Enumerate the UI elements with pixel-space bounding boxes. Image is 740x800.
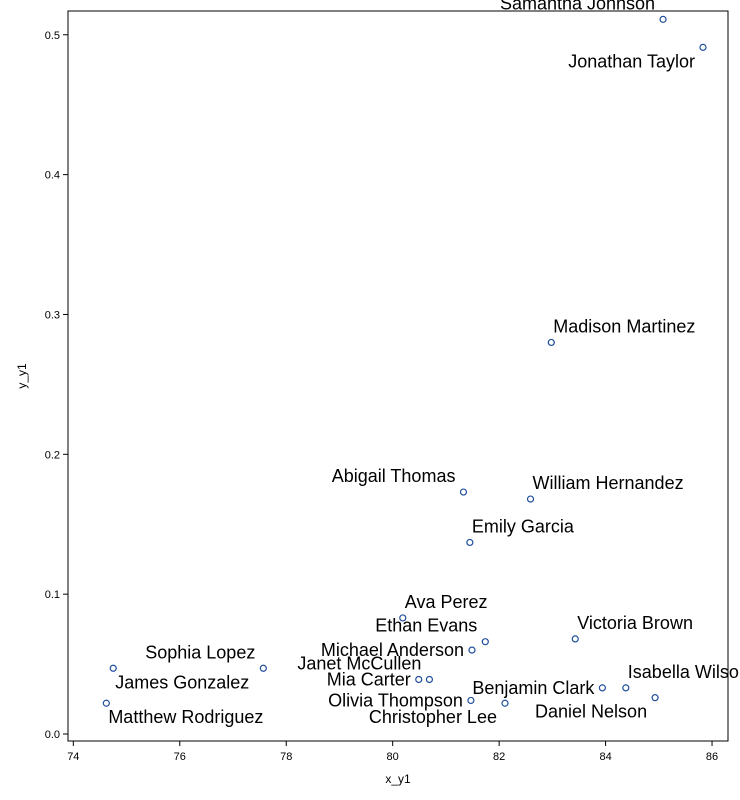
data-point <box>481 638 489 646</box>
y-axis: 0.0 0.1 0.2 0.3 0.4 0.5 <box>45 30 68 741</box>
x-tick-label: 78 <box>280 751 292 763</box>
point-label: Ava Perez <box>405 592 488 612</box>
data-point <box>102 699 110 707</box>
data-point <box>459 488 468 496</box>
data-point <box>466 538 474 547</box>
point-label: Ethan Evans <box>375 616 477 636</box>
data-point <box>415 675 423 684</box>
data-points <box>102 15 707 707</box>
point-label: Jonathan Taylor <box>568 51 695 71</box>
y-tick-label: 0.3 <box>45 309 60 321</box>
point-label: Madison Martinez <box>553 316 695 336</box>
data-point <box>501 699 509 707</box>
data-point <box>571 635 579 643</box>
data-point <box>547 338 555 347</box>
data-point <box>109 664 117 672</box>
x-axis-title: x_y1 <box>385 772 411 786</box>
data-point <box>259 664 267 672</box>
y-tick-label: 0.2 <box>45 449 60 461</box>
point-label: Isabella Wilson <box>628 662 740 682</box>
data-point <box>399 614 407 622</box>
x-tick-label: 74 <box>67 751 79 763</box>
point-label: Emily Garcia <box>472 516 575 536</box>
point-label: Daniel Nelson <box>535 702 647 722</box>
y-tick-label: 0.4 <box>45 170 60 182</box>
point-label: James Gonzalez <box>115 672 249 692</box>
y-axis-title: y_y1 <box>15 363 29 389</box>
y-tick-label: 0.5 <box>45 30 60 42</box>
data-point <box>651 694 659 702</box>
point-label: William Hernandez <box>533 473 684 493</box>
data-point <box>468 646 476 654</box>
point-labels: Samantha Johnson Jonathan Taylor Madison M… <box>108 0 740 727</box>
point-label: Samantha Johnson <box>500 0 655 13</box>
data-point <box>425 675 434 684</box>
x-tick-label: 82 <box>493 751 505 763</box>
data-point <box>526 495 535 503</box>
data-point <box>598 684 606 692</box>
point-label: Benjamin Clark <box>472 678 595 698</box>
point-label: Christopher Lee <box>369 707 497 727</box>
point-label: Victoria Brown <box>577 613 693 633</box>
data-point <box>699 43 707 51</box>
point-label: Mia Carter <box>327 669 411 689</box>
x-tick-label: 80 <box>387 751 399 763</box>
x-tick-label: 76 <box>174 751 186 763</box>
x-tick-label: 86 <box>706 751 718 763</box>
y-tick-label: 0.1 <box>45 589 60 601</box>
point-label: Abigail Thomas <box>332 466 456 486</box>
point-label: Olivia Thompson <box>328 690 463 710</box>
point-label: Michael Anderson <box>321 640 464 660</box>
data-point <box>659 15 667 23</box>
x-axis: 74 76 78 80 82 84 86 <box>67 741 718 763</box>
plot-area-frame <box>67 10 729 742</box>
point-label: Matthew Rodriguez <box>108 707 263 727</box>
point-label: Sophia Lopez <box>145 642 255 662</box>
data-point <box>467 696 475 705</box>
point-label: Janet McCullen <box>297 653 421 673</box>
x-tick-label: 84 <box>599 751 611 763</box>
y-tick-label: 0.0 <box>45 729 60 741</box>
data-point <box>622 684 630 692</box>
